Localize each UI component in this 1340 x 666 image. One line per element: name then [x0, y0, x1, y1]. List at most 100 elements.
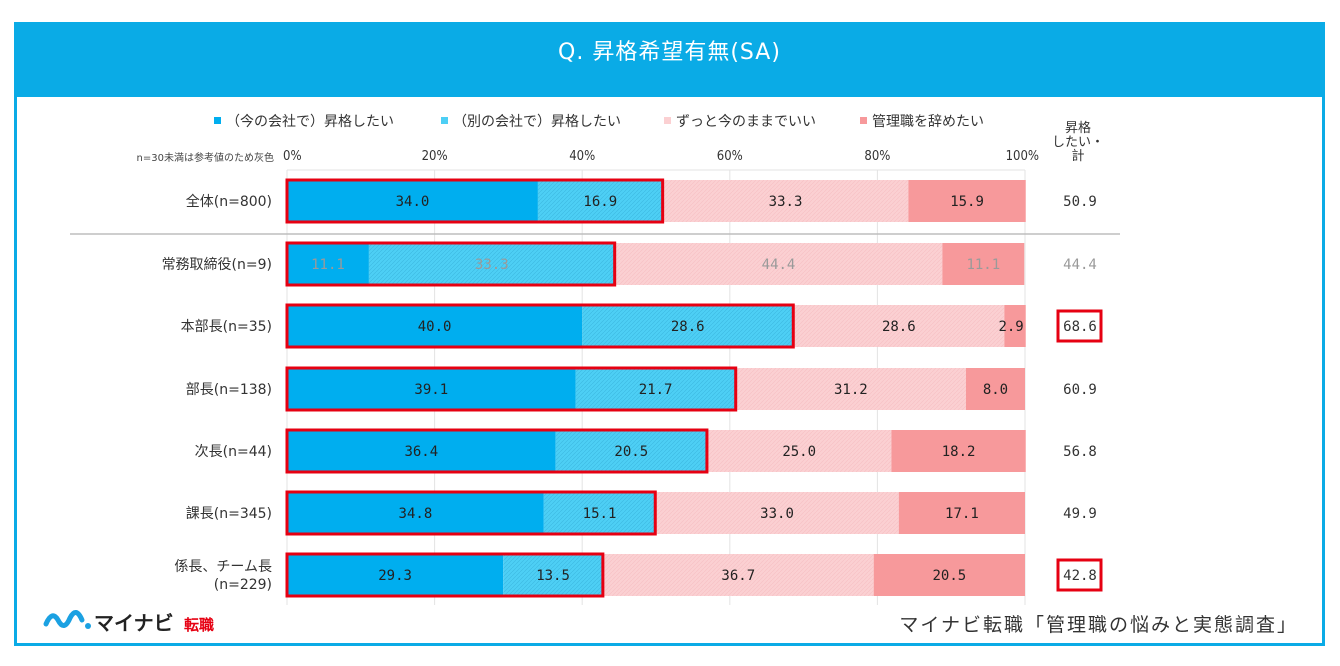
totals-header: したい・ [1052, 135, 1104, 150]
bar-segment [908, 180, 1026, 222]
category-labels: 全体(n=800) 常務取締役(n=9) 本部長(n=35) 部長(n=138) 次長(… [162, 193, 272, 593]
highlight-box [285, 303, 795, 349]
bars: 34.0 16.9 33.3 15.9 11.1 33.3 44.4 11.1 40.0 28.6… [285, 178, 1026, 598]
data-label: 13.5 [536, 568, 570, 584]
bar-segment [655, 492, 899, 534]
x-tick-label: 0% [283, 149, 302, 164]
highlight-box [285, 490, 657, 536]
legend-swatch [214, 117, 221, 124]
x-tick-label: 40% [569, 149, 595, 164]
x-tick-label: 20% [422, 149, 448, 164]
highlight-box [285, 366, 738, 412]
total-value: 44.4 [1063, 257, 1097, 273]
data-label: 11.1 [966, 257, 1000, 273]
data-label: 16.9 [583, 194, 617, 210]
bar-segment [287, 243, 369, 285]
data-label: 33.3 [769, 194, 803, 210]
data-label: 28.6 [882, 319, 916, 335]
bar-segment [287, 180, 538, 222]
data-label: 25.0 [782, 444, 816, 460]
chart-frame: Q. 昇格希望有無(SA) [14, 22, 1325, 646]
category-label: 常務取締役(n=9) [162, 256, 272, 273]
bar-segment [287, 430, 556, 472]
data-label: 28.6 [671, 319, 705, 335]
data-label: 36.4 [404, 444, 438, 460]
highlight-box [285, 552, 605, 598]
bar-segment [1004, 305, 1026, 347]
bar-segment [287, 305, 583, 347]
legend-label: 管理職を辞めたい [872, 114, 984, 130]
category-label: 本部長(n=35) [181, 319, 272, 335]
totals-header: 昇格 [1065, 120, 1091, 136]
bar-segment [287, 492, 544, 534]
total-value: 50.9 [1063, 194, 1097, 210]
legend-label: （今の会社で）昇格したい [226, 114, 394, 130]
data-label: 31.2 [834, 382, 868, 398]
data-label: 34.8 [399, 506, 433, 522]
bar-segment [575, 368, 736, 410]
bar-segment [965, 368, 1025, 410]
data-label: 34.0 [396, 194, 430, 210]
bar-segment [793, 305, 1005, 347]
legend-label: （別の会社で）昇格したい [453, 114, 621, 130]
bar-segment [662, 180, 909, 222]
x-tick-label: 80% [864, 149, 890, 164]
data-label: 39.1 [414, 382, 448, 398]
bar-segment [602, 554, 874, 596]
bar-segment [898, 492, 1025, 534]
category-label: (n=229) [214, 577, 272, 593]
data-label: 20.5 [932, 568, 966, 584]
gray-note: n=30未満は参考値のため灰色 [137, 151, 274, 164]
data-label: 33.3 [475, 257, 509, 273]
bar-segment [706, 430, 892, 472]
legend-swatch [860, 117, 867, 124]
logo-sub-text: 転職 [184, 616, 214, 634]
legend-swatch [441, 117, 448, 124]
footer: マイナビ 転職 マイナビ転職「管理職の悩みと実態調査」 [43, 610, 1296, 636]
x-tick-label: 60% [717, 149, 743, 164]
total-value: 68.6 [1063, 319, 1097, 335]
data-label: 2.9 [998, 319, 1023, 335]
bar-segment [287, 554, 504, 596]
logo-brand-text: マイナビ [94, 611, 174, 635]
bar-segment [614, 243, 943, 285]
bar-segment [368, 243, 615, 285]
bar-segment [287, 368, 576, 410]
legend: （今の会社で）昇格したい （別の会社で）昇格したい ずっと今のままでいい 管理職を辞め… [137, 114, 1104, 164]
data-label: 33.0 [760, 506, 794, 522]
data-label: 44.4 [762, 257, 796, 273]
data-label: 29.3 [378, 568, 412, 584]
total-highlight-box [1056, 309, 1103, 343]
logo-dot [85, 623, 91, 629]
data-label: 20.5 [614, 444, 648, 460]
category-label: 係長、チーム長 [174, 559, 272, 575]
total-value: 49.9 [1063, 506, 1097, 522]
category-label: 全体(n=800) [186, 193, 272, 210]
bar-segment [543, 492, 656, 534]
highlight-box [285, 178, 665, 224]
data-label: 8.0 [983, 382, 1008, 398]
bar-segment [942, 243, 1025, 285]
highlight-box [285, 241, 617, 287]
chart-title: Q. 昇格希望有無(SA) [17, 25, 1322, 97]
data-label: 15.1 [583, 506, 617, 522]
category-label: 部長(n=138) [186, 382, 272, 398]
bar-segment [735, 368, 966, 410]
bar-segment [873, 554, 1025, 596]
data-label: 17.1 [945, 506, 979, 522]
totals-header: 計 [1071, 148, 1084, 164]
data-label: 15.9 [950, 194, 984, 210]
bar-segment [891, 430, 1026, 472]
data-label: 11.1 [311, 257, 345, 273]
bar-segment [503, 554, 603, 596]
total-highlight-box [1056, 558, 1103, 592]
legend-label: ずっと今のままでいい [676, 114, 816, 130]
bar-segment [555, 430, 707, 472]
category-label: 次長(n=44) [195, 444, 272, 460]
category-label: 課長(n=345) [186, 506, 272, 522]
highlight-box [285, 428, 709, 474]
x-axis: 0% 20% 40% 60% 80% 100% [283, 149, 1039, 164]
x-tick-label: 100% [1006, 149, 1039, 164]
data-label: 36.7 [721, 568, 755, 584]
